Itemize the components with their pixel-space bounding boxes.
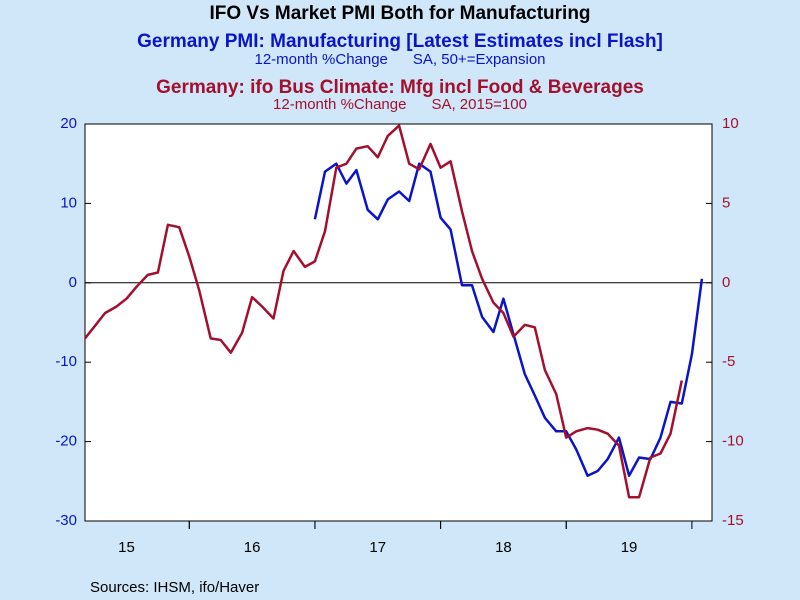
plot-area bbox=[84, 123, 713, 522]
y-tick-label: 10 bbox=[60, 194, 77, 211]
y2-tick-label: -15 bbox=[722, 512, 744, 529]
y-tick-label: -30 bbox=[55, 512, 77, 529]
x-tick-label: 18 bbox=[495, 539, 512, 556]
y-tick-label: 20 bbox=[60, 115, 77, 132]
series-line bbox=[84, 124, 684, 499]
chart-title: IFO Vs Market PMI Both for Manufacturing bbox=[209, 3, 590, 24]
series-unit: 12-month %Change SA, 2015=100 bbox=[273, 96, 527, 113]
y2-tick-label: 5 bbox=[722, 194, 730, 211]
x-tick-label: 19 bbox=[621, 539, 638, 556]
y-tick-label: 0 bbox=[69, 274, 77, 291]
series-title: Germany: ifo Bus Climate: Mfg incl Food … bbox=[156, 77, 644, 98]
y2-tick-label: -5 bbox=[722, 353, 735, 370]
y2-tick-label: 0 bbox=[722, 274, 730, 291]
y-tick-label: -10 bbox=[55, 353, 77, 370]
x-tick-label: 16 bbox=[244, 539, 261, 556]
series-line bbox=[313, 162, 704, 477]
x-tick-label: 17 bbox=[369, 539, 386, 556]
y-tick-label: -20 bbox=[55, 433, 77, 450]
series-title: Germany PMI: Manufacturing [Latest Estim… bbox=[137, 31, 663, 52]
series-unit: 12-month %Change SA, 50+=Expansion bbox=[254, 51, 545, 68]
x-tick-label: 15 bbox=[118, 539, 135, 556]
source: Sources: IHSM, ifo/Haver bbox=[90, 579, 259, 596]
y2-tick-label: 10 bbox=[722, 115, 739, 132]
y2-tick-label: -10 bbox=[722, 433, 744, 450]
